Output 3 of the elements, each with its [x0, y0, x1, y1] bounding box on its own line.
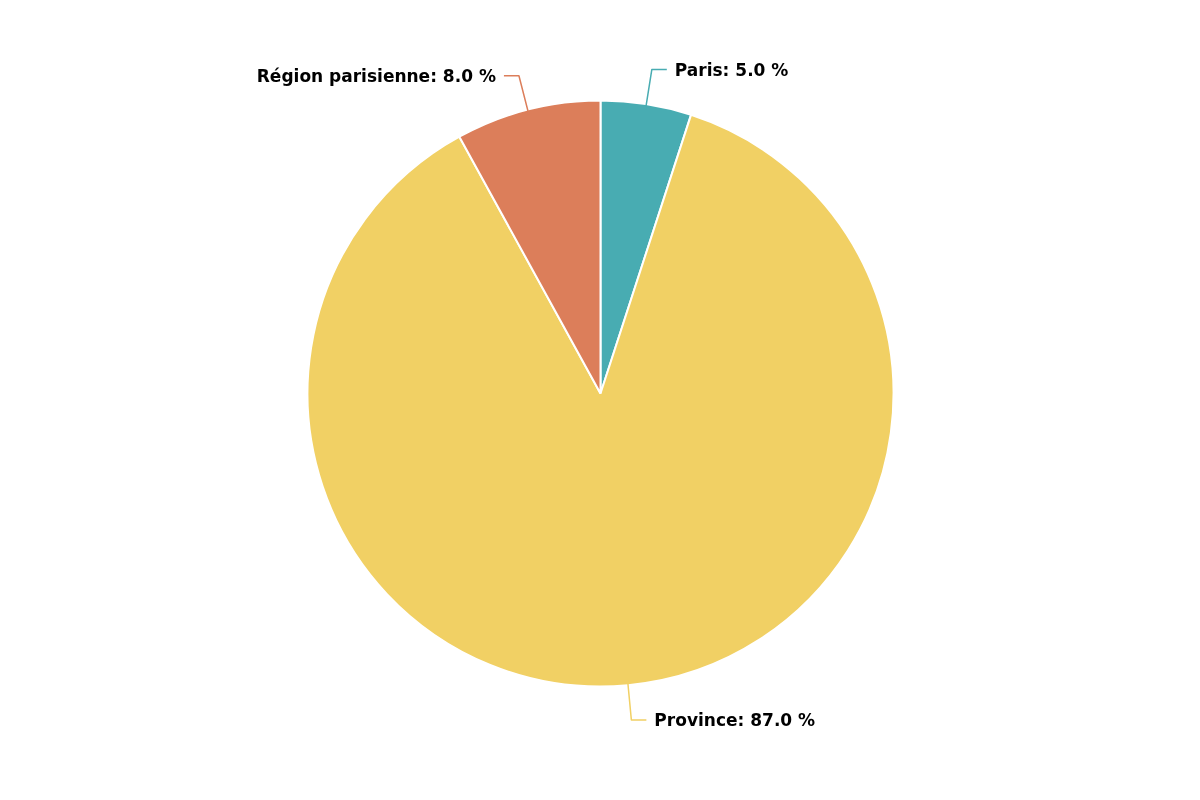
slice-label: Région parisienne: 8.0 %: [256, 65, 496, 86]
slice-label: Province: 87.0 %: [654, 710, 816, 731]
slice-label: Paris: 5.0 %: [674, 59, 789, 80]
